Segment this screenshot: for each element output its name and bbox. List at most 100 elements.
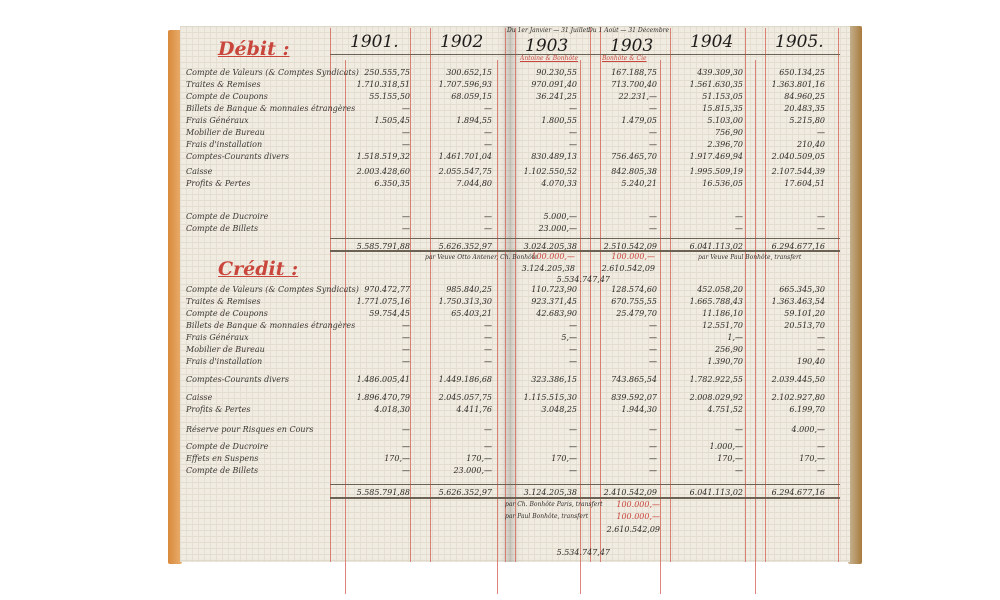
credit-cell-value: 11.186,10 (702, 309, 743, 318)
credit-row-label: Comptes-Courants divers (186, 375, 289, 384)
credit-cell-value: 323.386,15 (531, 375, 577, 384)
credit-cell-value: 20.513,70 (784, 321, 825, 330)
debit-cell-value: — (817, 224, 825, 233)
debit-cell-value: 7.044,80 (456, 179, 492, 188)
debit-cell-value: — (817, 128, 825, 137)
credit-cell-value: — (484, 425, 492, 434)
debit-cell-value: 1.800,55 (541, 116, 577, 125)
red-ruling-line (590, 28, 591, 562)
credit-cell-value: 1.665.788,43 (689, 297, 743, 306)
credit-cell-value: 25.479,70 (616, 309, 657, 318)
debit-cell-value: 5.240,21 (621, 179, 657, 188)
year-header-1903b: 1903 (610, 36, 654, 56)
credit-cell-value: 2.045.057,75 (438, 393, 492, 402)
credit-total: 6.041.113,02 (689, 488, 743, 497)
credit-cell-value: — (569, 442, 577, 451)
ledger-page-right (510, 26, 850, 562)
credit-cell-value: 1.944,30 (621, 405, 657, 414)
debit-cell-value: — (569, 128, 577, 137)
debit-cell-value: 250.555,75 (364, 68, 410, 77)
debit-cell-value: — (735, 224, 743, 233)
credit-cell-value: 170,— (551, 454, 577, 463)
debit-cell-value: 5.215,80 (789, 116, 825, 125)
debit-cell-value: 439.309,30 (697, 68, 743, 77)
debit-cell-value: — (735, 212, 743, 221)
credit-cell-value: 1.363.463,54 (771, 297, 825, 306)
firm-header-antoine: Antoine & Bonhôte (520, 55, 579, 62)
credit-cell-value: 1.115.515,30 (523, 393, 577, 402)
credit-cell-value: — (649, 345, 657, 354)
credit-cell-value: — (735, 425, 743, 434)
credit-row-label: Frais Généraux (186, 333, 249, 342)
debit-row-label: Caisse (186, 167, 213, 176)
debit-row-label: Frais Généraux (186, 116, 249, 125)
debit-cell-value: — (484, 104, 492, 113)
credit-cell-value: 4.411,76 (456, 405, 492, 414)
debit-total: 6.294.677,16 (771, 242, 825, 251)
debit-cell-value: 1.479,05 (621, 116, 657, 125)
credit-cell-value: — (649, 442, 657, 451)
credit-cell-value: 1.782.922,55 (689, 375, 743, 384)
debit-cell-value: 55.155,50 (369, 92, 410, 101)
credit-total: 3.124.205,38 (523, 488, 577, 497)
debit-cell-value: — (402, 212, 410, 221)
year-header-1903a: 1903 (525, 36, 569, 56)
credit-row-label: Frais d'installation (186, 357, 263, 366)
red-ruling-line (497, 60, 498, 594)
debit-cell-value: 210,40 (797, 140, 825, 149)
credit-cell-value: — (817, 442, 825, 451)
credit-cell-value: 970.472,77 (364, 285, 410, 294)
debit-cell-value: 2.003.428,60 (356, 167, 410, 176)
debit-note-right: par Veuve Paul Bonhôte, transfert (698, 254, 802, 261)
debit-row-label: Profits & Pertes (186, 179, 251, 188)
debit-total: 5.585.791,88 (356, 242, 410, 251)
credit-cell-value: — (569, 345, 577, 354)
credit-cell-value: — (649, 357, 657, 366)
debit-cell-value: 20.483,35 (784, 104, 825, 113)
debit-cell-value: — (484, 224, 492, 233)
debit-cell-value: 4.070,33 (541, 179, 577, 188)
ledger-rule (330, 54, 840, 55)
credit-cell-value: 1.449.186,68 (438, 375, 492, 384)
credit-cell-value: — (649, 454, 657, 463)
credit-cell-value: 128.574,60 (611, 285, 657, 294)
ledger-rule (330, 497, 840, 499)
credit-cell-value: 59.101,20 (784, 309, 825, 318)
debit-cell-value: 1.917.469,94 (689, 152, 743, 161)
firm-header-bonhote: Bonhôte & Cie (602, 55, 647, 62)
debit-cell-value: 22.231,— (618, 92, 657, 101)
debit-cell-value: — (402, 224, 410, 233)
debit-cell-value: 167.188,75 (611, 68, 657, 77)
credit-cell-value: 6.199,70 (789, 405, 825, 414)
credit-row-label: Compte de Ducroire (186, 442, 269, 451)
credit-cell-value: — (817, 466, 825, 475)
credit-cell-value: — (484, 345, 492, 354)
credit-cell-value: — (402, 466, 410, 475)
debit-cell-value: — (402, 140, 410, 149)
credit-cell-value: 4.751,52 (707, 405, 743, 414)
credit-cell-value: — (649, 466, 657, 475)
credit-cell-value: — (402, 321, 410, 330)
debit-cell-value: — (484, 212, 492, 221)
debit-cell-value: 51.153,05 (702, 92, 743, 101)
period-note-1: Du 1er Janvier — 31 Juillet (507, 27, 589, 34)
credit-total: 5.585.791,88 (356, 488, 410, 497)
credit-cell-value: — (569, 321, 577, 330)
credit-cell-value: — (649, 321, 657, 330)
debit-combined-total: 5.534.747,47 (556, 275, 610, 284)
debit-cell-value: 650.134,25 (779, 68, 825, 77)
credit-cell-value: — (402, 425, 410, 434)
credit-cell-value: 2.102.927,80 (771, 393, 825, 402)
debit-cell-value: 90.230,55 (536, 68, 577, 77)
debit-row-label: Compte de Valeurs (& Comptes Syndicats) (186, 68, 359, 77)
debit-cell-value: 830.489,13 (531, 152, 577, 161)
debit-total: 6.041.113,02 (689, 242, 743, 251)
credit-cell-value: 1.750.313,30 (438, 297, 492, 306)
debit-cell-value: — (649, 224, 657, 233)
debit-cell-value: — (817, 212, 825, 221)
debit-cell-value: 2.040.509,05 (771, 152, 825, 161)
debit-cell-value: — (569, 140, 577, 149)
credit-cell-value: 190,40 (797, 357, 825, 366)
credit-cell-value: — (817, 345, 825, 354)
red-ruling-line (410, 28, 411, 562)
